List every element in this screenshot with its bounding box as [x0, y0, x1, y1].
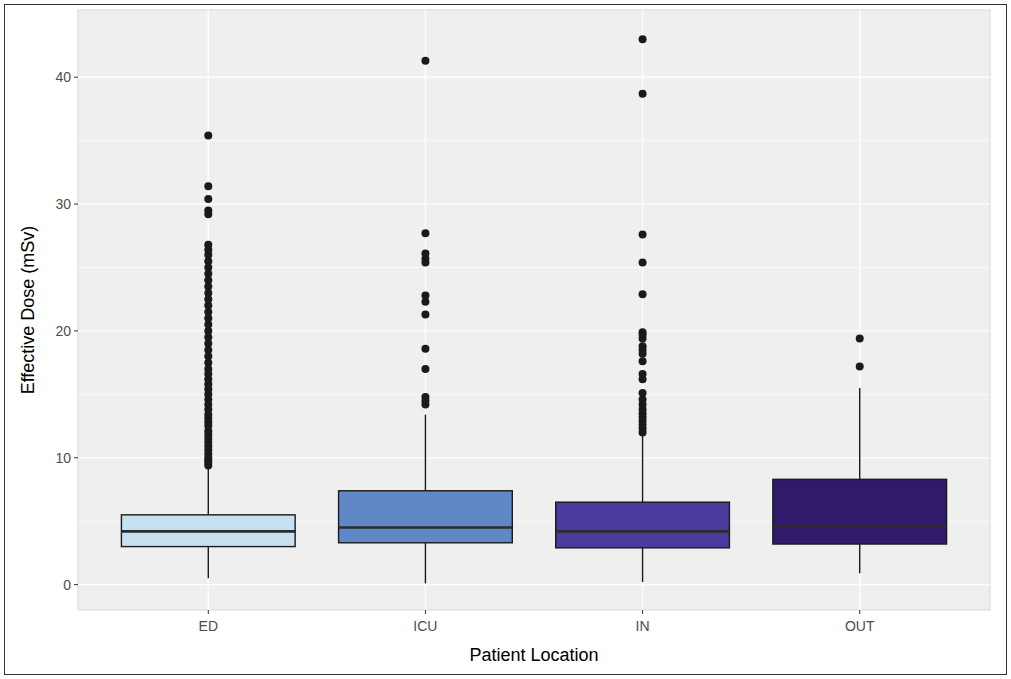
lower-whisker: [859, 544, 860, 573]
tick-label: ED: [199, 618, 218, 634]
grid-line: [78, 584, 990, 585]
tick-label: 10: [55, 450, 71, 466]
box: [773, 479, 947, 544]
outlier: [421, 229, 429, 237]
grid-line: [78, 457, 990, 458]
outlier: [421, 250, 429, 258]
figure-border: [5, 5, 1007, 675]
tick-mark: [425, 610, 426, 614]
outlier: [204, 195, 212, 203]
upper-whisker: [425, 415, 426, 491]
outlier: [421, 365, 429, 373]
outlier: [204, 241, 212, 249]
tick-mark: [74, 204, 78, 205]
outlier: [639, 357, 647, 365]
minor-grid-line: [78, 140, 990, 141]
box-group: [121, 132, 295, 579]
tick-label: 0: [63, 577, 71, 593]
background: [0, 0, 1011, 679]
chart: 0 10 20 30 40 ED ICU IN OUT Patient Location Effec…: [0, 0, 1011, 679]
tick-label: 30: [55, 196, 71, 212]
outlier: [421, 57, 429, 65]
upper-whisker: [208, 467, 209, 515]
outlier: [639, 370, 647, 378]
outlier: [204, 132, 212, 140]
tick-mark: [642, 610, 643, 614]
outlier: [639, 328, 647, 336]
outlier: [421, 393, 429, 401]
boxes: [121, 35, 946, 583]
outlier: [639, 258, 647, 266]
plot-frame: [78, 10, 990, 610]
upper-whisker: [642, 435, 643, 502]
outlier: [421, 345, 429, 353]
outlier: [639, 342, 647, 350]
box: [339, 491, 513, 543]
lower-whisker: [208, 547, 209, 579]
median: [339, 526, 513, 529]
tick-label: ICU: [413, 618, 437, 634]
y-axis-title: Effective Dose (mSv): [18, 226, 38, 395]
lower-whisker: [425, 543, 426, 584]
lower-whisker: [642, 548, 643, 582]
median: [121, 530, 295, 533]
tick-mark: [74, 457, 78, 458]
outlier: [856, 335, 864, 343]
grid-line: [78, 77, 990, 78]
box: [556, 502, 730, 548]
box-group: [556, 35, 730, 582]
tick-label: 20: [55, 323, 71, 339]
tick-mark: [208, 610, 209, 614]
minor-grid-line: [78, 394, 990, 395]
median: [556, 530, 730, 533]
box-group: [773, 335, 947, 574]
outlier: [204, 206, 212, 214]
tick-mark: [74, 77, 78, 78]
upper-whisker: [859, 388, 860, 479]
box-group: [339, 57, 513, 584]
tick-mark: [74, 584, 78, 585]
outlier: [639, 35, 647, 43]
median: [773, 525, 947, 528]
box: [121, 515, 295, 547]
tick-label: OUT: [845, 618, 875, 634]
outlier: [639, 290, 647, 298]
outlier: [421, 310, 429, 318]
outlier: [204, 182, 212, 190]
outlier: [421, 291, 429, 299]
grid-line: [78, 203, 990, 204]
outlier: [856, 362, 864, 370]
minor-grid-line: [78, 267, 990, 268]
outlier: [639, 90, 647, 98]
x-axis-title: Patient Location: [469, 645, 598, 665]
outlier: [639, 389, 647, 397]
tick-label: 40: [55, 69, 71, 85]
outlier: [639, 231, 647, 239]
tick-mark: [859, 610, 860, 614]
grid-line: [78, 330, 990, 331]
tick-label: IN: [636, 618, 650, 634]
tick-mark: [74, 330, 78, 331]
